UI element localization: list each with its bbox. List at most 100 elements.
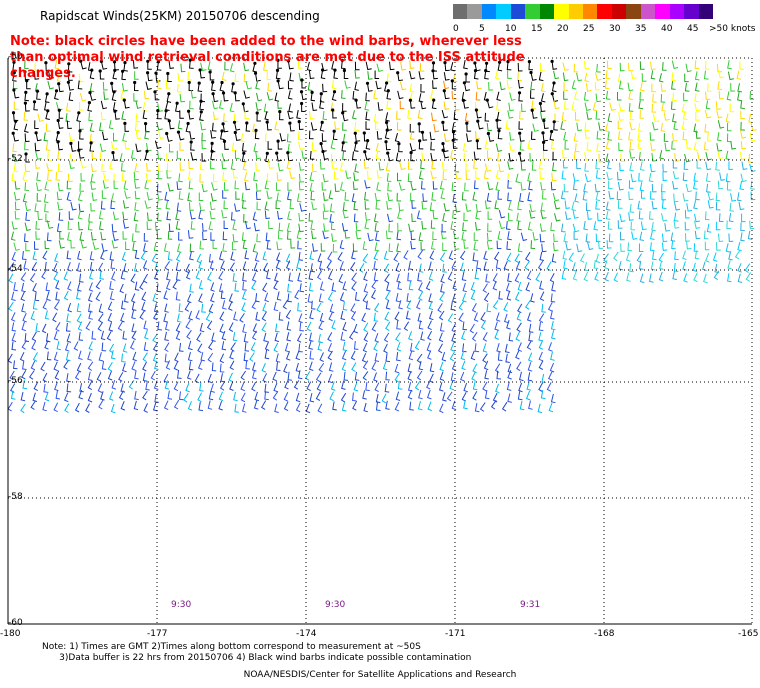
wind-barb (22, 193, 28, 203)
wind-barb (243, 73, 249, 83)
contamination-dot (495, 118, 499, 122)
wind-barb (542, 150, 548, 160)
wind-barb (584, 72, 589, 83)
wind-barb (661, 213, 668, 222)
wind-barb (508, 332, 514, 342)
wind-barb (363, 332, 369, 342)
wind-barb (453, 241, 460, 251)
wind-barb (493, 251, 500, 262)
wind-barb (309, 150, 315, 160)
wind-barb (196, 332, 202, 343)
wind-barb (334, 170, 339, 180)
wind-barb (242, 161, 248, 171)
wind-barb (31, 261, 37, 272)
wind-barb (374, 121, 380, 130)
wind-barb (421, 220, 427, 230)
wind-barb (439, 252, 446, 263)
wind-barb (548, 342, 553, 352)
wind-barb (223, 200, 229, 210)
wind-barb (230, 342, 236, 352)
wind-barb (14, 210, 20, 220)
wind-barb (13, 121, 19, 131)
wind-barb (728, 213, 734, 223)
wind-barb (508, 153, 515, 162)
wind-barb (463, 382, 468, 393)
wind-barb (78, 331, 84, 341)
wind-barb (53, 331, 59, 341)
contamination-dot (189, 140, 193, 144)
wind-barb (7, 401, 13, 412)
wind-barb (210, 282, 215, 292)
wind-barb (461, 360, 466, 371)
wind-barb (463, 212, 468, 222)
wind-barb (287, 80, 293, 90)
wind-barb (153, 380, 159, 390)
wind-barb (110, 350, 116, 360)
wind-barb (44, 261, 50, 271)
wind-barb (274, 272, 279, 283)
wind-barb (540, 202, 546, 212)
wind-barb (145, 81, 152, 90)
wind-barb (483, 360, 489, 371)
wind-barb (199, 69, 206, 79)
wind-barb (409, 123, 415, 133)
footnote: Note: 1) Times are GMT 2)Times along bot… (42, 642, 472, 663)
wind-barb (79, 102, 84, 111)
wind-barb (652, 93, 657, 103)
wind-barb (134, 262, 139, 273)
wind-barb (208, 221, 214, 231)
wind-barb (266, 71, 272, 80)
wind-barb (454, 101, 460, 111)
wind-barb (619, 162, 625, 172)
wind-barb (660, 122, 666, 132)
wind-barb (383, 332, 390, 343)
wind-barb (442, 212, 447, 223)
wind-barb (332, 243, 338, 253)
wind-barb (21, 369, 27, 380)
wind-barb (34, 142, 40, 152)
wind-barb (353, 213, 359, 223)
legend-swatch (453, 4, 468, 19)
wind-barb (528, 181, 533, 191)
wind-barb (564, 140, 570, 150)
wind-barb (297, 272, 302, 282)
contamination-dot (167, 92, 171, 96)
wind-barb (11, 291, 16, 301)
wind-barb (201, 303, 206, 313)
wind-barb (495, 143, 503, 152)
contamination-dot (473, 69, 478, 73)
wind-barb (595, 93, 602, 103)
wind-barb (340, 310, 346, 321)
wind-barb (47, 172, 52, 181)
wind-barb (329, 391, 334, 402)
wind-barb (70, 201, 77, 211)
wind-barb (267, 141, 273, 150)
contamination-dot (332, 129, 336, 133)
wind-barb (482, 283, 488, 293)
latitude-label: -52 (8, 154, 23, 164)
contamination-dot (156, 60, 160, 64)
wind-barb (441, 162, 448, 171)
wind-barb (729, 202, 734, 212)
wind-barb (198, 260, 204, 270)
wind-barb (242, 103, 249, 113)
wind-barb (66, 333, 72, 343)
wind-barb (183, 393, 189, 403)
contamination-dot (66, 80, 70, 84)
wind-barb (121, 251, 127, 262)
wind-barb (308, 270, 314, 281)
wind-barb (595, 200, 600, 210)
wind-barb (387, 192, 393, 202)
wind-barb (299, 283, 305, 293)
wind-barb (54, 60, 60, 70)
wind-barb (241, 403, 247, 413)
wind-barb (319, 122, 325, 132)
wind-barb (385, 230, 392, 240)
wind-barb (475, 222, 481, 231)
wind-barb (528, 400, 533, 410)
wind-barb (143, 242, 148, 253)
wind-barb (211, 332, 216, 342)
wind-barb (639, 182, 645, 192)
wind-barb (660, 83, 667, 92)
wind-barb (287, 182, 292, 191)
